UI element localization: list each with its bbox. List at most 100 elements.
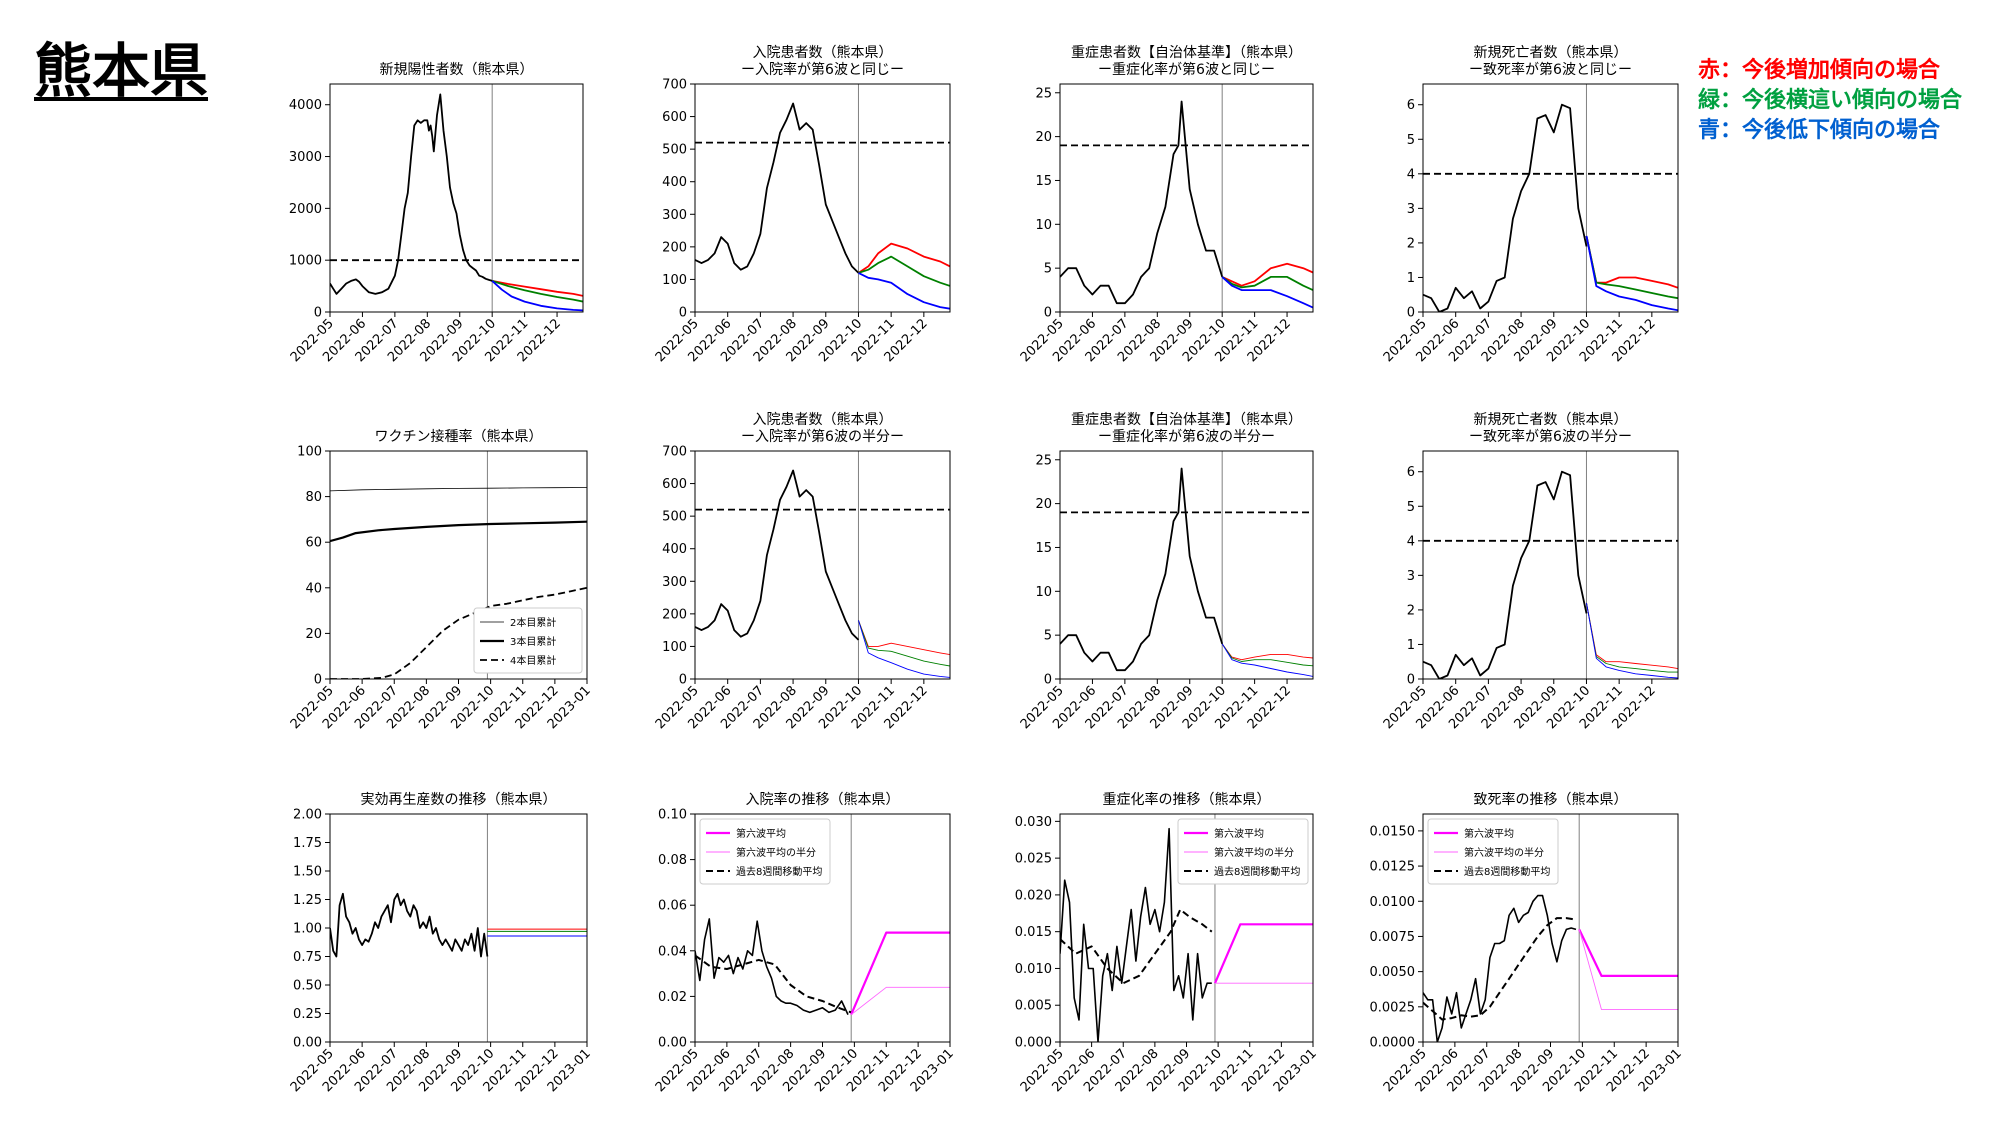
y-tick-label: 100 <box>662 273 687 288</box>
y-tick-label: 300 <box>662 208 687 223</box>
legend-label: 4本目累計 <box>510 654 556 667</box>
y-tick-label: 0 <box>1407 306 1415 321</box>
series-line-3 <box>1221 275 1313 291</box>
legend-label: 第六波平均 <box>1464 827 1514 840</box>
y-tick-label: 0.08 <box>658 853 687 868</box>
y-tick-label: 40 <box>305 581 322 596</box>
y-tick-label: 0.06 <box>658 899 687 914</box>
legend-label: 過去8週間移動平均 <box>1464 865 1550 878</box>
chart-title: 入院患者数（熊本県） <box>753 45 893 61</box>
y-tick-label: 0.10 <box>658 808 687 823</box>
scenario-note-red: 赤：今後増加傾向の場合 <box>1698 58 1941 83</box>
chart-title: ー入院率が第6波の半分ー <box>741 428 904 445</box>
series-line-2 <box>858 242 950 274</box>
series-line-2 <box>1585 235 1678 289</box>
series-line-2 <box>1221 643 1313 661</box>
legend-label: 過去8週間移動平均 <box>1214 865 1300 878</box>
series-line-1 <box>1423 103 1588 312</box>
page-title: 熊本県 <box>34 37 209 105</box>
series-line-4 <box>1221 276 1313 309</box>
y-tick-label: 0.75 <box>293 950 322 965</box>
chart-c32: 入院率の推移（熊本県）0.000.020.040.060.080.102022-… <box>653 791 957 1095</box>
chart-title: ー重症化率が第6波の半分ー <box>1098 428 1275 445</box>
chart-c33: 重症化率の推移（熊本県） 0.000 0.005 0.010 0.015 0.020 0.0… <box>1015 791 1320 1095</box>
series-group <box>695 469 950 678</box>
legend-box <box>1427 818 1559 885</box>
legend-label: 第六波平均 <box>1214 827 1264 840</box>
legend-label: 第六波平均の半分 <box>1214 846 1294 859</box>
y-tick-label: 0.0100 <box>1370 895 1416 910</box>
axes-frame <box>1422 83 1679 313</box>
y-tick-label: 15 <box>1035 541 1052 556</box>
y-tick-label: 0 <box>679 306 687 321</box>
chart-title: 重症患者数【自治体基準】（熊本県） <box>1071 411 1302 428</box>
axes-frame <box>694 450 951 680</box>
y-tick-label: 1 <box>1407 271 1415 286</box>
chart-title: ー致死率が第6波と同じー <box>1469 61 1632 78</box>
legend-box <box>1177 818 1309 885</box>
chart-title: 重症化率の推移（熊本県） <box>1103 791 1271 808</box>
chart-c23: 重症患者数【自治体基準】（熊本県）ー重症化率が第6波の半分ー 0 5 10 15 20 25… <box>1018 411 1314 732</box>
chart-c31: 実効再生産数の推移（熊本県） 0.00 0.25 0.50 0.75 1.00 1.25 1.… <box>288 792 594 1095</box>
y-tick-label: 0.50 <box>293 979 322 994</box>
axes-frame <box>1059 450 1314 680</box>
y-tick-label: 0 <box>1044 673 1052 688</box>
series-group <box>695 102 950 310</box>
y-tick-label: 0 <box>314 306 322 321</box>
series-line-4 <box>491 280 583 312</box>
y-tick-label: 400 <box>662 175 687 190</box>
legend-label: 第六波平均の半分 <box>736 846 816 859</box>
series-line-2 <box>1221 262 1313 287</box>
y-tick-label: 0 <box>1407 673 1415 688</box>
series-line-3 <box>858 620 950 667</box>
series-line-1 <box>1060 100 1224 305</box>
chart-c12: 入院患者数（熊本県）ー入院率が第6波と同じー 0 100 200 300 400 500 60… <box>653 45 951 365</box>
scenario-legend-note: 赤：今後増加傾向の場合 緑：今後横這い傾向の場合 青：今後低下傾向の場合 <box>1698 56 1962 146</box>
series-group <box>330 892 587 958</box>
series-line-3 <box>1221 643 1313 667</box>
series-line-4 <box>858 620 950 678</box>
y-tick-label: 1.50 <box>293 865 322 880</box>
y-tick-label: 0.0150 <box>1370 824 1416 839</box>
series-line-2 <box>1423 917 1577 1021</box>
y-tick-label: 5 <box>1407 500 1415 515</box>
y-tick-label: 25 <box>1035 453 1052 468</box>
series-line-2 <box>492 280 583 297</box>
y-tick-label: 6 <box>1407 98 1415 113</box>
legend-label: 第六波平均の半分 <box>1464 846 1544 859</box>
y-tick-label: 10 <box>1035 218 1052 233</box>
series-line-4 <box>1586 602 1678 679</box>
chart-c24: 新規死亡者数（熊本県）ー致死率が第6波の半分ー01234562022-05202… <box>1381 412 1679 732</box>
y-tick-label: 3 <box>1407 569 1415 584</box>
y-tick-label: 2 <box>1407 236 1415 251</box>
y-tick-label: 0.0025 <box>1370 1000 1416 1015</box>
series-line-1 <box>695 469 860 641</box>
chart-title: 重症患者数【自治体基準】（熊本県） <box>1071 44 1302 61</box>
y-tick-label: 4000 <box>289 98 322 113</box>
y-tick-label: 600 <box>662 477 687 492</box>
y-tick-label: 6 <box>1407 465 1415 480</box>
chart-title: 新規死亡者数（熊本県） <box>1474 412 1628 428</box>
legend-label: 2本目累計 <box>510 616 556 629</box>
y-tick-label: 25 <box>1035 86 1052 101</box>
chart-c22: 入院患者数（熊本県）ー入院率が第6波の半分ー 0 100 200 300 400 500 60… <box>653 412 951 732</box>
legend-box <box>473 607 583 674</box>
series-line-3 <box>1213 923 1313 984</box>
chart-title: 入院率の推移（熊本県） <box>746 791 900 808</box>
y-tick-label: 0.010 <box>1015 962 1052 977</box>
series-line-4 <box>1585 235 1678 312</box>
series-group <box>1423 470 1678 679</box>
series-line-1 <box>330 892 489 958</box>
y-tick-label: 0.02 <box>658 990 687 1005</box>
series-line-1 <box>1060 827 1212 1042</box>
y-tick-label: 0.00 <box>293 1036 322 1051</box>
legend-box <box>699 818 831 885</box>
y-tick-label: 1.25 <box>293 893 322 908</box>
y-tick-label: 2 <box>1407 603 1415 618</box>
y-tick-label: 80 <box>305 490 322 505</box>
series-line-1 <box>1423 470 1588 679</box>
y-tick-label: 0.020 <box>1015 888 1052 903</box>
series-line-4 <box>1578 929 1678 1011</box>
axes-frame <box>329 813 588 1043</box>
